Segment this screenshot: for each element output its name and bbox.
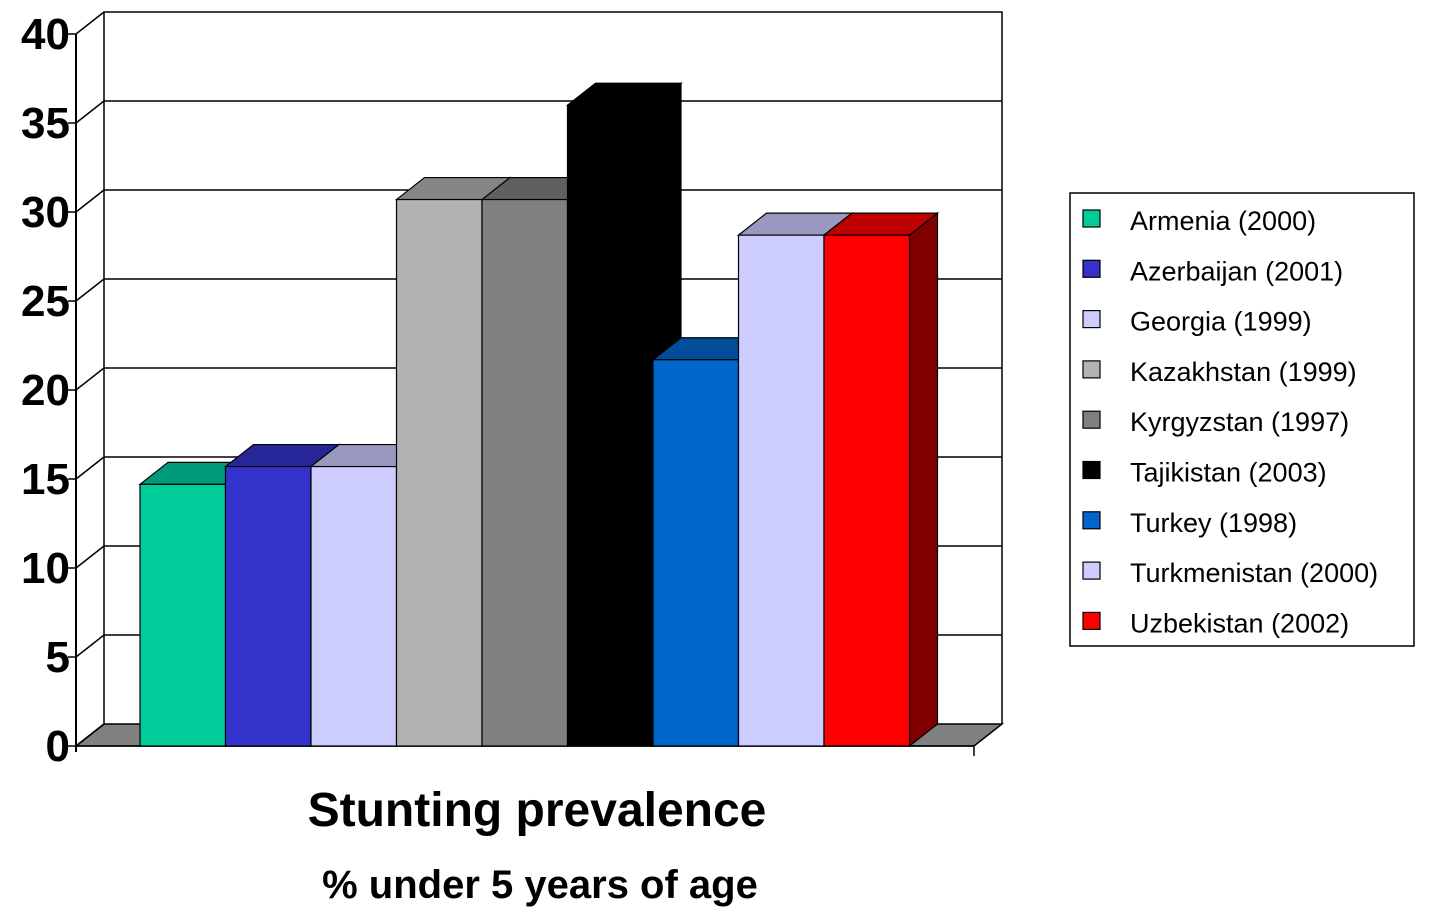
legend-swatch bbox=[1082, 561, 1101, 580]
bar bbox=[822, 211, 940, 748]
legend-swatch bbox=[1082, 209, 1101, 228]
bar-front-face bbox=[823, 234, 911, 747]
y-tick-label: 35 bbox=[21, 99, 70, 148]
legend: Armenia (2000) Azerbaijan (2001) Georgia (… bbox=[1069, 192, 1415, 647]
y-tick-label: 20 bbox=[21, 366, 70, 415]
x-axis-label: Stunting prevalence bbox=[308, 784, 767, 837]
bar-front-face bbox=[566, 104, 654, 747]
side-gridline bbox=[75, 11, 105, 35]
y-tick-label: 25 bbox=[21, 277, 70, 326]
y-tick-label: 30 bbox=[21, 188, 70, 237]
legend-swatch bbox=[1082, 511, 1101, 530]
legend-label: Kazakhstan (1999) bbox=[1130, 357, 1357, 387]
bar-front-face bbox=[652, 359, 740, 747]
side-gridline bbox=[75, 545, 105, 569]
bar-front-face bbox=[310, 465, 398, 747]
legend-label: Armenia (2000) bbox=[1130, 206, 1316, 236]
bar-front-face bbox=[737, 234, 825, 747]
legend-label: Turkmenistan (2000) bbox=[1130, 558, 1378, 588]
y-tick-label: 10 bbox=[21, 544, 70, 593]
side-gridline bbox=[75, 634, 105, 658]
bar-side-face bbox=[908, 211, 939, 748]
side-gridline bbox=[75, 456, 105, 480]
bar-front-face bbox=[139, 483, 227, 747]
legend-label: Azerbaijan (2001) bbox=[1130, 256, 1343, 286]
legend-label: Kyrgyzstan (1997) bbox=[1130, 407, 1349, 437]
y-tick-label: 0 bbox=[46, 722, 70, 771]
side-gridline bbox=[75, 278, 105, 302]
legend-swatch bbox=[1082, 410, 1101, 429]
legend-swatch bbox=[1082, 360, 1101, 379]
bar-front-face bbox=[395, 198, 483, 747]
legend-label: Turkey (1998) bbox=[1130, 508, 1297, 538]
bar-front-face bbox=[481, 198, 569, 747]
subtitle: % under 5 years of age bbox=[322, 863, 758, 907]
y-tick-labels: 0 5 10 15 20 25 30 35 40 bbox=[21, 10, 70, 771]
legend-label: Uzbekistan (2002) bbox=[1130, 608, 1349, 638]
legend-swatch bbox=[1082, 460, 1101, 480]
legend-box bbox=[1069, 192, 1415, 647]
legend-swatch bbox=[1082, 259, 1101, 278]
y-tick-label: 40 bbox=[21, 10, 70, 59]
side-gridline bbox=[75, 100, 105, 124]
side-gridline bbox=[75, 367, 105, 391]
legend-swatch bbox=[1082, 611, 1101, 631]
legend-label: Tajikistan (2003) bbox=[1130, 458, 1327, 488]
bars bbox=[138, 81, 940, 748]
side-gridline bbox=[75, 189, 105, 213]
y-tick-label: 5 bbox=[46, 633, 70, 682]
side-gridline bbox=[75, 723, 105, 747]
y-tick-label: 15 bbox=[21, 455, 70, 504]
bar-front-face bbox=[224, 465, 312, 747]
legend-label: Georgia (1999) bbox=[1130, 307, 1312, 337]
legend-swatch bbox=[1082, 310, 1101, 329]
